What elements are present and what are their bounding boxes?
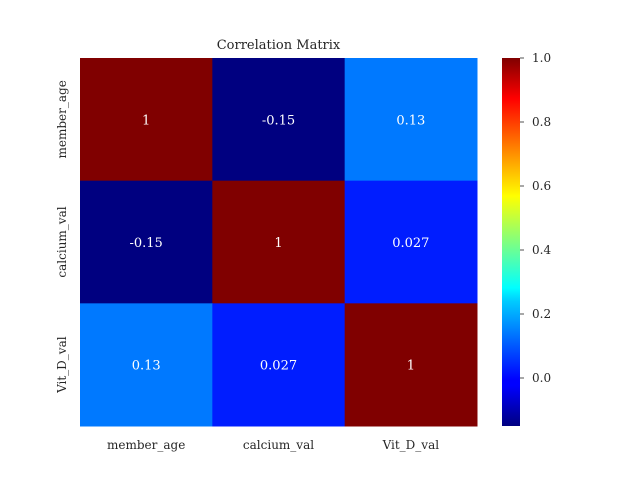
- colorbar-tick-label: 0.2: [532, 307, 551, 321]
- heatmap-cells: [80, 58, 478, 427]
- x-tick-labels: member_age calcium_val Vit_D_val: [107, 438, 439, 452]
- heatmap-cell-calcium_val-Vit_D_val: [344, 180, 478, 304]
- heatmap-cell-value: 0.027: [392, 236, 429, 251]
- colorbar-tick-label: 0.4: [532, 243, 551, 257]
- heatmap-cell-value: -0.15: [129, 236, 162, 251]
- colorbar-tick-label: 1.0: [532, 51, 551, 65]
- y-tick-label: calcium_val: [55, 206, 69, 277]
- heatmap-cell-value: 0.027: [260, 359, 297, 374]
- heatmap-cell-value: 1: [142, 113, 150, 128]
- colorbar-tick-label: 0.8: [532, 115, 551, 129]
- colorbar-ticks: 0.0 0.2 0.4 0.6 0.8 1.0: [520, 51, 551, 385]
- y-tick-label: member_age: [55, 80, 69, 158]
- heatmap-cell-value: 1: [274, 236, 282, 251]
- heatmap-cell-value: 0.13: [132, 359, 161, 374]
- x-tick-label: Vit_D_val: [382, 438, 440, 452]
- x-tick-label: member_age: [107, 438, 185, 452]
- colorbar-tick-label: 0.0: [532, 371, 551, 385]
- heatmap-cell-value: 0.13: [396, 113, 425, 128]
- heatmap-cell-member_age-calcium_val: [212, 58, 346, 182]
- colorbar-tick-label: 0.6: [532, 179, 551, 193]
- heatmap-cell-Vit_D_val-calcium_val: [212, 303, 346, 427]
- heatmap-cell-Vit_D_val-member_age: [80, 303, 213, 427]
- y-tick-labels: member_age calcium_val Vit_D_val: [55, 80, 69, 394]
- heatmap-cell-Vit_D_val-Vit_D_val: [344, 303, 478, 427]
- y-tick-label: Vit_D_val: [55, 336, 69, 394]
- heatmap-cell-value: -0.15: [262, 113, 295, 128]
- chart-title: Correlation Matrix: [217, 38, 341, 53]
- heatmap-cell-member_age-member_age: [80, 58, 213, 182]
- heatmap-cell-member_age-Vit_D_val: [344, 58, 478, 182]
- heatmap-cell-calcium_val-member_age: [80, 180, 213, 304]
- heatmap-cell-value: 1: [407, 359, 415, 374]
- heatmap-cell-labels: 1 -0.15 0.13 -0.15 1 0.027 0.13 0.027 1: [129, 113, 429, 373]
- x-tick-label: calcium_val: [243, 438, 314, 452]
- heatmap-cell-calcium_val-calcium_val: [212, 180, 346, 304]
- colorbar: [502, 58, 520, 426]
